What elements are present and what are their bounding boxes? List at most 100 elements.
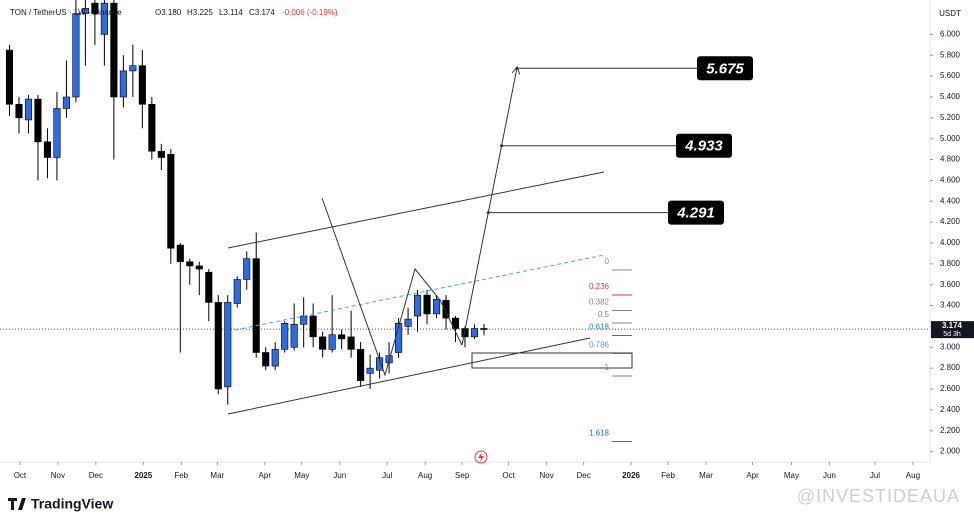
y-tick-label: 2.600 — [940, 384, 961, 393]
x-tick-label: Oct — [14, 471, 27, 480]
watermark: @INVESTIDEAUA — [797, 486, 960, 506]
plot-area — [0, 0, 930, 443]
candle-body — [167, 154, 175, 249]
candle-body — [309, 315, 317, 338]
x-tick-label: 2025 — [134, 471, 152, 480]
y-tick-label: 3.000 — [940, 342, 961, 351]
candle-body — [262, 352, 270, 367]
x-tick-label: Feb — [174, 471, 188, 480]
candle-body — [129, 65, 137, 72]
x-tick-label: Mar — [699, 471, 713, 480]
candle-body — [176, 244, 184, 263]
candle-body — [119, 70, 127, 98]
y-tick-label: 4.400 — [940, 196, 961, 205]
candle-body — [157, 150, 165, 158]
candle-body — [34, 98, 42, 143]
y-tick-label: 5.000 — [940, 134, 961, 143]
channel-mid — [234, 254, 605, 331]
x-tick-label: May — [294, 471, 309, 480]
y-tick-label: 3.400 — [940, 301, 961, 310]
candle-body — [470, 328, 479, 338]
candle-body — [148, 103, 156, 152]
x-tick-label: Dec — [89, 471, 103, 480]
candle-body — [338, 334, 346, 340]
y-tick-label: 5.400 — [940, 92, 961, 101]
y-tick-label: 3.800 — [940, 259, 961, 268]
x-tick-label: Apr — [259, 471, 272, 480]
symbol: TON / TetherUS · 1W · Binance — [10, 8, 122, 17]
header-open: O3.180 — [155, 8, 182, 17]
event-icon — [474, 450, 488, 464]
support-zone — [471, 352, 633, 369]
channel-lower — [227, 337, 591, 415]
x-tick-label: Nov — [539, 471, 553, 480]
x-tick-label: 2026 — [622, 471, 640, 480]
currency: USDT — [939, 9, 961, 18]
candle-body — [290, 324, 298, 348]
x-tick-label: Apr — [746, 471, 759, 480]
price-tag — [931, 321, 974, 339]
candle-body — [15, 103, 23, 119]
candle-body — [110, 2, 118, 98]
y-tick-label: 2.400 — [940, 405, 961, 414]
candle-body — [480, 328, 488, 330]
y-tick-label: 2.800 — [940, 363, 961, 372]
channel-upper — [227, 171, 605, 249]
y-tick-label: 4.600 — [940, 176, 961, 185]
header-low: L3.114 — [219, 8, 243, 17]
candle-body — [53, 108, 61, 158]
x-tick-label: Sep — [455, 471, 470, 480]
projection-arrow — [461, 68, 517, 346]
price-tag-value: 3.174 — [942, 321, 963, 330]
x-tick-label: Aug — [418, 471, 432, 480]
candle-body — [205, 271, 213, 303]
candle-body — [5, 49, 14, 105]
candle-body — [214, 302, 222, 390]
x-tick-label: Nov — [51, 471, 65, 480]
candle-body — [404, 318, 412, 327]
candle-body — [81, 8, 89, 14]
candle-body — [224, 302, 232, 388]
x-tick-label: Jun — [333, 471, 346, 480]
fib-label: 0.236 — [589, 282, 610, 291]
x-tick-label: Mar — [210, 471, 224, 480]
y-tick-label: 4.800 — [940, 155, 961, 164]
candle-body — [423, 294, 431, 315]
target-box — [697, 56, 753, 81]
candle-body — [376, 357, 384, 371]
x-tick-label: May — [784, 471, 799, 480]
target-label: 5.675 — [706, 60, 744, 77]
target-box — [676, 133, 732, 158]
target-label: 4.291 — [676, 205, 715, 222]
candle-body — [328, 334, 336, 350]
candle-body — [300, 315, 308, 325]
fib-label: 1 — [605, 363, 610, 372]
candle-body — [366, 367, 374, 374]
candle-body — [252, 258, 260, 353]
candle-body — [43, 141, 51, 158]
fib-label: 1.618 — [589, 429, 610, 438]
candle-body — [414, 294, 422, 317]
x-tick-label: Dec — [577, 471, 591, 480]
candle-body — [243, 258, 251, 280]
brand: TradingView — [31, 496, 113, 512]
candle-body — [357, 349, 365, 381]
candle-body — [451, 317, 460, 329]
x-tick-label: Aug — [906, 471, 920, 480]
candle-body — [24, 98, 33, 121]
target-anchor — [486, 211, 490, 215]
x-tick-label: Oct — [502, 471, 515, 480]
candle-body — [432, 299, 441, 315]
header-high: H3.225 — [187, 8, 213, 17]
header-change: -0.006 (-0.19%) — [282, 8, 338, 17]
y-tick-label: 4.200 — [940, 217, 961, 226]
target-box — [668, 200, 724, 225]
fib-label: 0.618 — [589, 323, 610, 332]
candle-body — [319, 336, 327, 350]
target-anchor — [500, 144, 504, 148]
candle-body — [195, 265, 203, 270]
drawings — [227, 68, 633, 415]
candle-body — [281, 322, 289, 350]
wave-path — [321, 197, 463, 377]
